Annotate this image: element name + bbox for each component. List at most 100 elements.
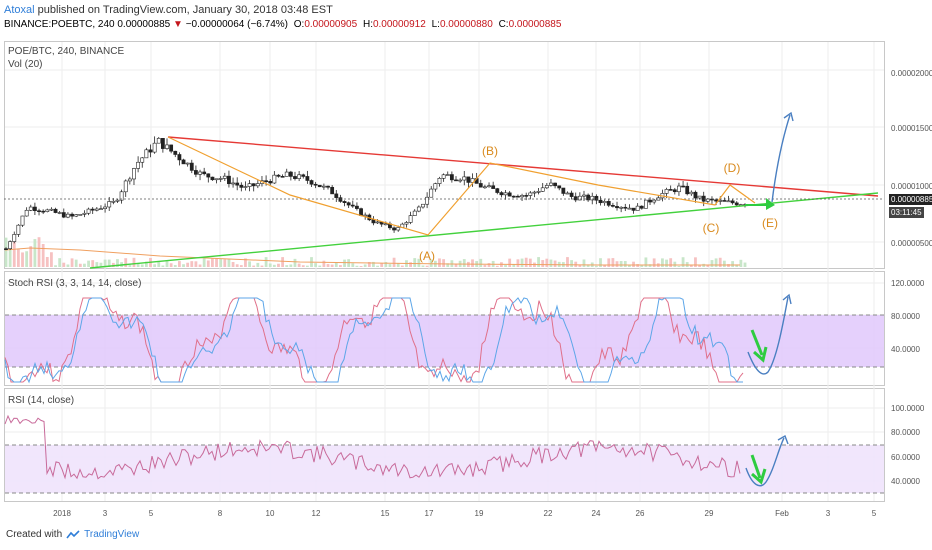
candle-body [173, 150, 178, 155]
volume-bar [376, 265, 379, 267]
volume-bar [272, 264, 276, 267]
volume-bar [111, 262, 115, 267]
volume-bar [727, 264, 730, 267]
candle-body [28, 206, 33, 211]
candle-body [582, 194, 586, 197]
candle-body [293, 176, 297, 179]
rsi-tick: 80.0000 [891, 428, 920, 437]
candle-body [20, 215, 25, 226]
volume-bar [380, 263, 384, 267]
volume-bar [372, 261, 375, 267]
stoch-projection-arrow-icon [782, 293, 792, 305]
candle-body [82, 212, 87, 215]
candle-body [235, 182, 240, 186]
volume-title: Vol (20) [8, 59, 43, 70]
candle-body [652, 199, 657, 203]
volume-bar [479, 258, 483, 267]
volume-bar [140, 264, 144, 267]
volume-bar [244, 258, 247, 267]
candle-body [491, 185, 496, 189]
candle-body [722, 200, 727, 202]
candle-body [458, 179, 463, 182]
candle-body [697, 195, 702, 199]
tradingview-link[interactable]: TradingView [84, 529, 140, 540]
candle-body [705, 198, 710, 202]
volume-bar [29, 246, 33, 267]
volume-bar [45, 256, 49, 267]
candle-body [375, 221, 380, 224]
candle-body [466, 176, 471, 183]
candle-body [4, 248, 8, 250]
volume-bar [743, 262, 747, 267]
volume-bar [182, 264, 185, 267]
candle-body [483, 186, 487, 189]
volume-bar [33, 239, 37, 267]
candle-body [57, 212, 62, 214]
stoch-band [5, 315, 884, 367]
candle-body [668, 189, 673, 191]
volume-bar [359, 265, 363, 267]
volume-bar [594, 265, 598, 267]
candle-body [408, 215, 413, 223]
candle-body [222, 175, 227, 179]
volume-bar [66, 264, 70, 267]
candle-body [206, 173, 211, 178]
candle-body [573, 196, 578, 201]
volume-bar [144, 261, 148, 267]
volume-bar [268, 263, 272, 267]
volume-bar [462, 259, 466, 267]
candle-body [338, 197, 343, 202]
volume-bar [520, 258, 524, 267]
candle-body [49, 208, 54, 211]
volume-bar [689, 265, 693, 267]
candle-body [78, 214, 83, 216]
stoch-tick: 120.0000 [891, 279, 925, 288]
volume-bar [429, 259, 433, 267]
candle-body [433, 183, 438, 190]
volume-bar [640, 265, 644, 267]
candle-body [255, 183, 260, 187]
candlesticks [4, 136, 747, 250]
volume-bar [495, 265, 499, 267]
volume-bar [566, 257, 569, 267]
volume-bar [41, 244, 45, 267]
close-value: 0.00000885 [508, 19, 562, 30]
volume-bar [512, 264, 516, 267]
volume-bar [260, 265, 264, 267]
candle-body [334, 193, 339, 198]
volume-bar [384, 261, 388, 267]
candle-body [449, 174, 454, 181]
volume-bar [442, 259, 446, 267]
candle-body [132, 168, 136, 180]
volume-bar [252, 265, 256, 267]
candle-body [677, 185, 681, 193]
candle-body [66, 213, 70, 218]
date-tick: 2018 [53, 509, 71, 518]
candle-body [288, 171, 293, 177]
volume-bar [363, 264, 367, 267]
candle-body [664, 189, 669, 194]
volume-bar [681, 257, 685, 267]
volume-bar [508, 258, 512, 267]
volume-bar [524, 257, 528, 267]
candle-body [734, 202, 739, 206]
volume-bar [326, 264, 330, 267]
candle-body [185, 162, 190, 165]
stoch-tick: 40.0000 [891, 345, 920, 354]
volume-bar [669, 258, 673, 267]
candle-body [346, 202, 351, 206]
rsi-down-arrow-head [751, 468, 767, 485]
candle-body [429, 188, 434, 198]
volume-bar [545, 258, 549, 267]
candle-body [598, 199, 603, 204]
volume-bar [211, 258, 214, 267]
candle-body [181, 159, 186, 165]
candle-body [520, 195, 524, 198]
rsi-projection-arrow-icon [777, 434, 789, 445]
volume-bar [339, 265, 342, 267]
candle-body [569, 192, 574, 197]
target-arrow-head [766, 198, 775, 210]
candle-body [549, 182, 553, 186]
author-link[interactable]: Atoxal [4, 4, 35, 16]
